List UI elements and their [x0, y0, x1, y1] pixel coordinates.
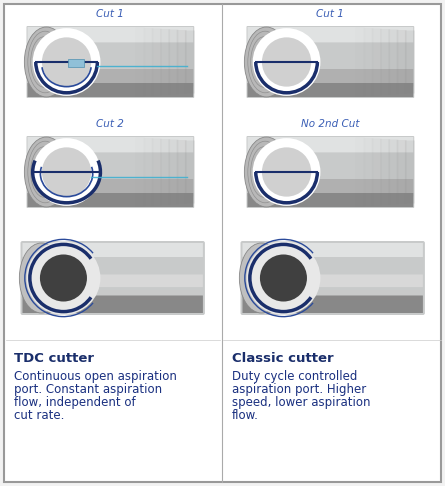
FancyBboxPatch shape	[68, 59, 84, 67]
Ellipse shape	[262, 147, 311, 197]
Circle shape	[247, 241, 320, 315]
FancyBboxPatch shape	[247, 137, 413, 153]
Text: aspiration port. Higher: aspiration port. Higher	[232, 383, 366, 396]
Text: Duty cycle controlled: Duty cycle controlled	[232, 370, 357, 383]
FancyBboxPatch shape	[243, 275, 423, 287]
Ellipse shape	[239, 243, 283, 313]
FancyBboxPatch shape	[160, 139, 170, 205]
FancyBboxPatch shape	[388, 139, 398, 205]
FancyBboxPatch shape	[23, 295, 203, 313]
FancyBboxPatch shape	[372, 139, 382, 206]
Text: Classic cutter: Classic cutter	[232, 352, 334, 365]
FancyBboxPatch shape	[247, 136, 414, 208]
FancyBboxPatch shape	[160, 29, 170, 95]
FancyBboxPatch shape	[177, 30, 186, 94]
Text: port. Constant aspiration: port. Constant aspiration	[14, 383, 162, 396]
FancyBboxPatch shape	[28, 179, 193, 196]
Text: TDC cutter: TDC cutter	[14, 352, 94, 365]
FancyBboxPatch shape	[28, 27, 193, 42]
FancyBboxPatch shape	[20, 241, 205, 315]
Text: No 2nd Cut: No 2nd Cut	[301, 119, 359, 129]
Ellipse shape	[42, 147, 91, 197]
Text: flow.: flow.	[232, 409, 259, 422]
FancyBboxPatch shape	[28, 193, 193, 207]
FancyBboxPatch shape	[152, 139, 162, 206]
Ellipse shape	[32, 28, 101, 96]
FancyBboxPatch shape	[28, 137, 193, 153]
Text: Cut 1: Cut 1	[316, 9, 344, 18]
Text: flow, independent of: flow, independent of	[14, 396, 136, 409]
FancyBboxPatch shape	[185, 31, 195, 93]
Text: Cut 2: Cut 2	[96, 119, 124, 129]
FancyBboxPatch shape	[243, 243, 423, 257]
Ellipse shape	[253, 138, 320, 206]
Circle shape	[27, 241, 101, 315]
FancyBboxPatch shape	[152, 29, 162, 96]
FancyBboxPatch shape	[380, 29, 390, 95]
FancyBboxPatch shape	[168, 139, 178, 205]
FancyBboxPatch shape	[4, 4, 441, 482]
Circle shape	[260, 255, 307, 301]
FancyBboxPatch shape	[372, 29, 382, 96]
FancyBboxPatch shape	[23, 275, 203, 287]
Ellipse shape	[253, 28, 320, 96]
Ellipse shape	[244, 27, 288, 97]
Ellipse shape	[32, 138, 101, 206]
FancyBboxPatch shape	[240, 241, 425, 315]
Text: speed, lower aspiration: speed, lower aspiration	[232, 396, 371, 409]
Ellipse shape	[42, 37, 91, 87]
FancyBboxPatch shape	[28, 69, 193, 87]
Ellipse shape	[19, 243, 64, 313]
FancyBboxPatch shape	[405, 140, 415, 204]
FancyBboxPatch shape	[405, 31, 415, 93]
FancyBboxPatch shape	[185, 140, 195, 204]
Text: Continuous open aspiration: Continuous open aspiration	[14, 370, 177, 383]
FancyBboxPatch shape	[27, 26, 194, 98]
Text: cut rate.: cut rate.	[14, 409, 65, 422]
FancyBboxPatch shape	[243, 295, 423, 313]
FancyBboxPatch shape	[23, 243, 203, 257]
FancyBboxPatch shape	[247, 26, 414, 98]
Ellipse shape	[24, 137, 69, 207]
FancyBboxPatch shape	[247, 83, 413, 97]
FancyBboxPatch shape	[28, 83, 193, 97]
FancyBboxPatch shape	[247, 179, 413, 196]
FancyBboxPatch shape	[396, 30, 407, 94]
FancyBboxPatch shape	[396, 140, 407, 204]
FancyBboxPatch shape	[247, 193, 413, 207]
FancyBboxPatch shape	[380, 139, 390, 205]
Ellipse shape	[24, 27, 69, 97]
FancyBboxPatch shape	[247, 27, 413, 42]
FancyBboxPatch shape	[168, 30, 178, 94]
Ellipse shape	[262, 37, 311, 87]
Text: Cut 1: Cut 1	[96, 9, 124, 18]
FancyBboxPatch shape	[247, 69, 413, 87]
FancyBboxPatch shape	[27, 136, 194, 208]
Circle shape	[40, 255, 87, 301]
FancyBboxPatch shape	[177, 140, 186, 204]
FancyBboxPatch shape	[388, 30, 398, 94]
Ellipse shape	[244, 137, 288, 207]
